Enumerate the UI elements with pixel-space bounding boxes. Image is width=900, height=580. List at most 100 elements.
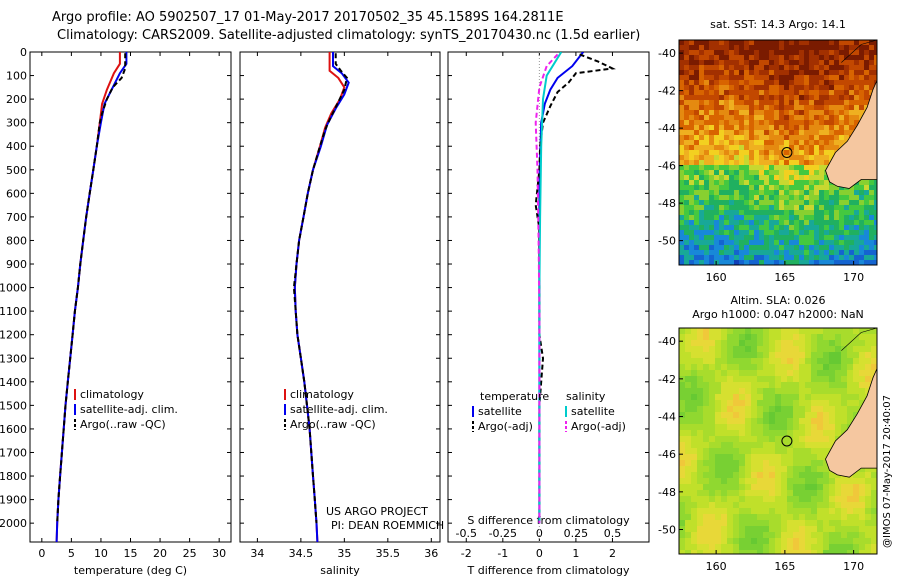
map1-cell xyxy=(794,115,800,121)
diff-legend-label: Argo(-adj) xyxy=(571,420,626,433)
map2-cell xyxy=(721,442,728,449)
map2-cell xyxy=(865,328,872,335)
map2-cell xyxy=(781,370,788,377)
map1-cell xyxy=(744,225,750,231)
map2-cell xyxy=(859,376,866,383)
map1-cell xyxy=(704,100,710,106)
map1-cell xyxy=(789,195,795,201)
map1-cell xyxy=(744,190,750,196)
map2-cell xyxy=(787,406,794,413)
map1-cell xyxy=(734,155,740,161)
map1-cell xyxy=(834,55,840,61)
map2-cell xyxy=(751,538,758,545)
map1-cell xyxy=(794,80,800,86)
map2-cell xyxy=(697,550,704,554)
map2-cell xyxy=(763,544,770,551)
map2-cell xyxy=(841,370,848,377)
map2-cell xyxy=(721,370,728,377)
map1-cell xyxy=(734,245,740,251)
map1-cell xyxy=(799,115,805,121)
map1-cell xyxy=(709,245,715,251)
map2-cell xyxy=(793,376,800,383)
map2-cell xyxy=(709,520,716,527)
map1-cell xyxy=(679,215,685,221)
map2-cell xyxy=(835,532,842,539)
map1-cell xyxy=(734,165,740,171)
map1-cell xyxy=(754,110,760,116)
map1-cell xyxy=(699,130,705,136)
map1-cell xyxy=(774,235,780,241)
map2-cell xyxy=(763,550,770,554)
map1-cell xyxy=(734,150,740,156)
map1-cell xyxy=(854,50,860,56)
map2-cell xyxy=(685,502,692,509)
map1-cell xyxy=(869,215,875,221)
map2-cell xyxy=(691,466,698,473)
map1-cell xyxy=(734,210,740,216)
map1-cell xyxy=(774,200,780,206)
map1-cell xyxy=(814,95,820,101)
map2-cell xyxy=(739,544,746,551)
map1-cell xyxy=(814,120,820,126)
map2-cell xyxy=(745,352,752,359)
map1-cell xyxy=(859,180,865,186)
map2-cell xyxy=(805,406,812,413)
map1-cell xyxy=(809,65,815,71)
map1-cell xyxy=(819,90,825,96)
map1-cell xyxy=(814,210,820,216)
map2-cell xyxy=(727,370,734,377)
map1-cell xyxy=(789,70,795,76)
map2-cell xyxy=(781,334,788,341)
map2-cell xyxy=(703,502,710,509)
map1-cell xyxy=(679,105,685,111)
map1-cell xyxy=(769,180,775,186)
map2-cell xyxy=(841,388,848,395)
map2-cell xyxy=(841,328,848,335)
map1-cell xyxy=(834,90,840,96)
map1-cell xyxy=(749,190,755,196)
map2-cell xyxy=(829,334,836,341)
map2-cell xyxy=(727,520,734,527)
map1-cell xyxy=(764,170,770,176)
map1-cell xyxy=(774,190,780,196)
map1-cell xyxy=(709,45,715,51)
map2-cell xyxy=(853,340,860,347)
map2-cell xyxy=(793,454,800,461)
map1-cell xyxy=(754,145,760,151)
depth-tick-label: 1500 xyxy=(0,399,27,412)
map2-cell xyxy=(823,412,830,419)
map1-cell xyxy=(834,60,840,66)
map1-cell xyxy=(739,245,745,251)
map2-cell xyxy=(679,484,686,491)
map1-cell xyxy=(729,75,735,81)
map2-cell xyxy=(721,478,728,485)
map2-cell xyxy=(775,454,782,461)
map2-cell xyxy=(811,340,818,347)
map2-cell xyxy=(739,382,746,389)
map1-cell xyxy=(874,225,877,231)
map2-cell xyxy=(745,478,752,485)
map2-cell xyxy=(679,328,686,335)
map2-cell xyxy=(829,532,836,539)
map2-cell xyxy=(733,394,740,401)
map2-cell xyxy=(733,358,740,365)
map1-cell xyxy=(769,155,775,161)
map1-cell xyxy=(799,210,805,216)
map1-cell xyxy=(719,160,725,166)
map2-cell xyxy=(685,442,692,449)
sal-xtick-label: 35 xyxy=(337,547,351,560)
map1-cell xyxy=(779,45,785,51)
map2-cell xyxy=(859,370,866,377)
map1-argo-marker xyxy=(781,147,793,158)
map2-cell xyxy=(817,412,824,419)
map1-cell xyxy=(714,125,720,131)
map1-cell xyxy=(789,205,795,211)
map1-cell xyxy=(724,95,730,101)
map1-cell xyxy=(769,205,775,211)
map2-cell xyxy=(703,382,710,389)
map1-cell xyxy=(744,185,750,191)
map1-cell xyxy=(749,255,755,261)
map1-cell xyxy=(809,160,815,166)
map2-cell xyxy=(841,376,848,383)
map1-cell xyxy=(764,210,770,216)
